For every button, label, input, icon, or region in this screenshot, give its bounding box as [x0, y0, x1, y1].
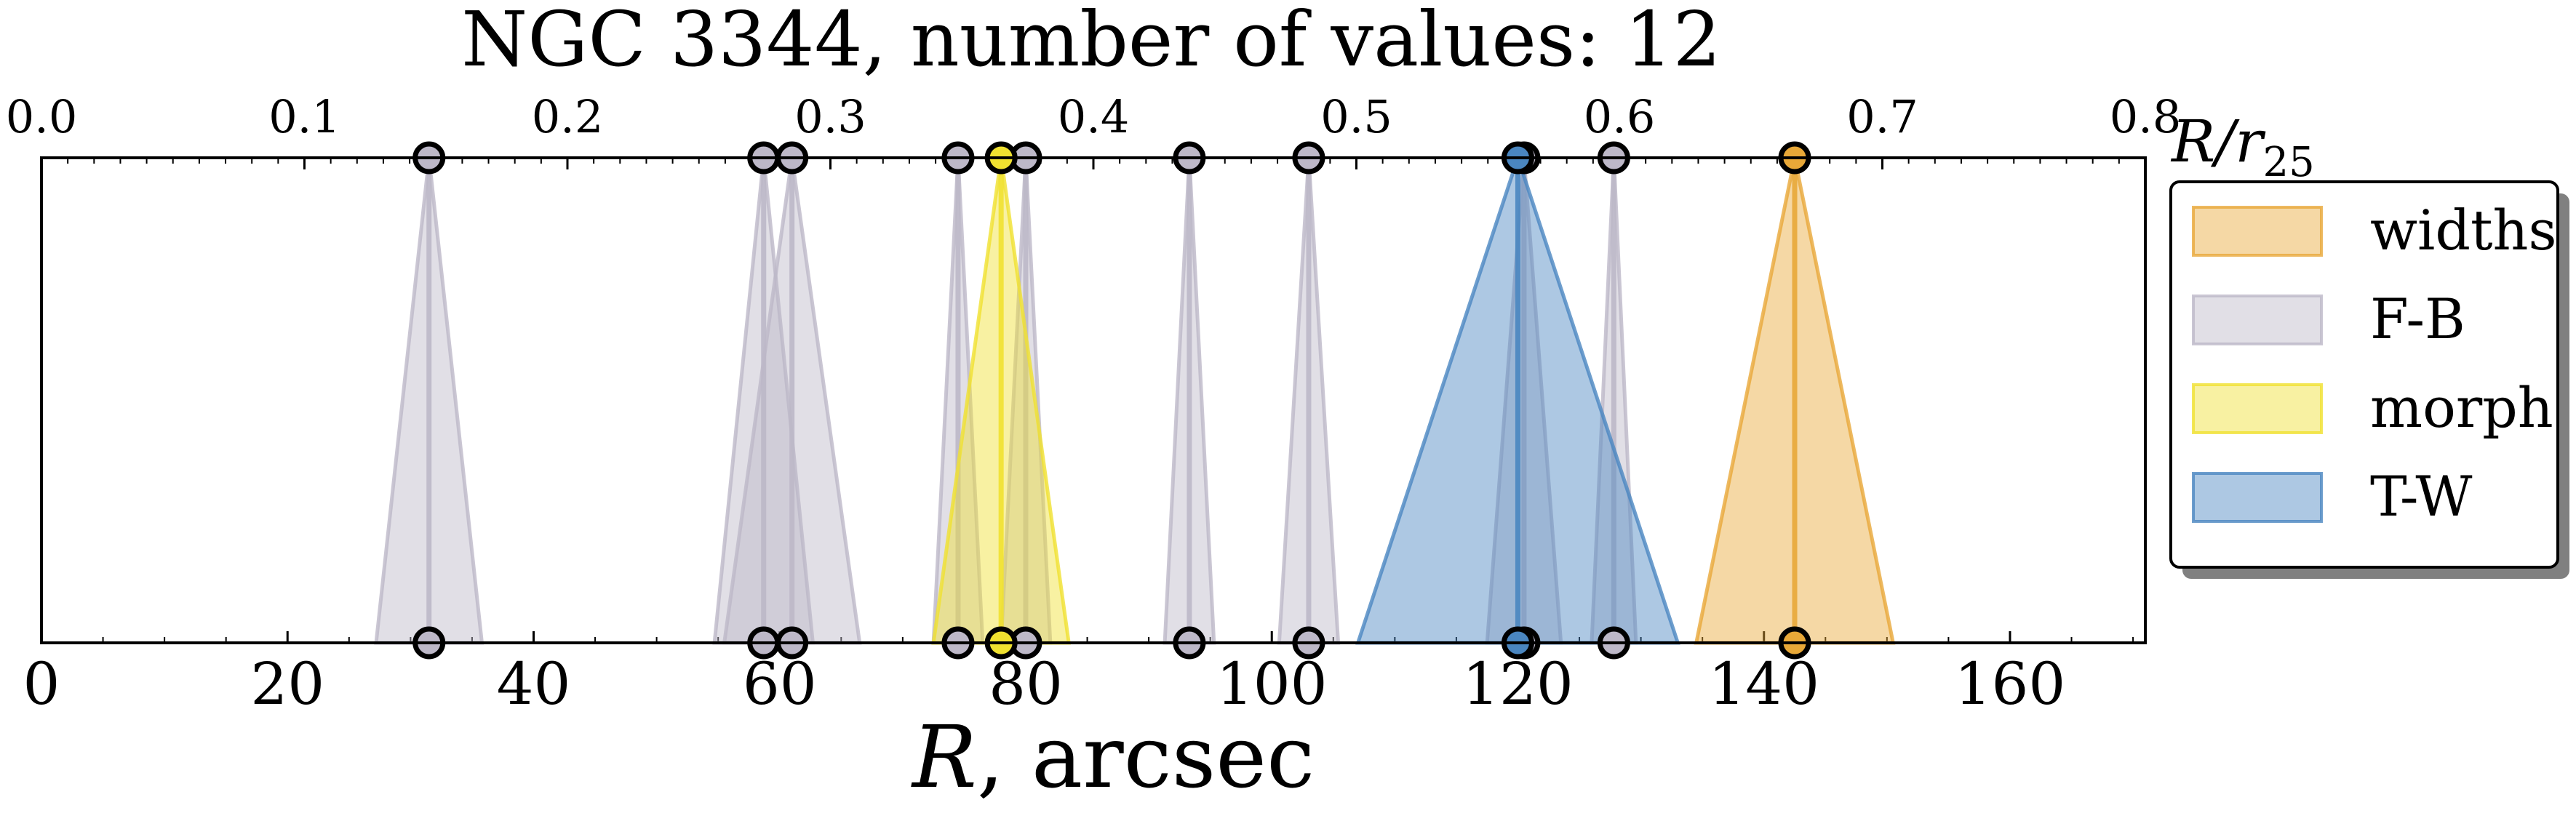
top-tick-label: 0.2 [532, 90, 604, 143]
x-tick-label: 140 [1708, 650, 1819, 718]
x-tick-label: 160 [1955, 650, 2066, 718]
legend-box [2169, 180, 2559, 569]
legend-label: T-W [2370, 464, 2473, 529]
x-tick-label: 60 [743, 650, 817, 718]
top-tick-label: 0.5 [1320, 90, 1392, 143]
x-tick-label: 120 [1462, 650, 1574, 718]
plot-frame [40, 156, 2147, 644]
top-axis-label: R/r25 [2170, 108, 2315, 186]
x-tick-label: 40 [497, 650, 571, 718]
x-tick-label: 20 [250, 650, 324, 718]
top-axis-label-text: R/r [2170, 108, 2266, 175]
top-tick-label: 0.6 [1584, 90, 1656, 143]
x-tick-label: 80 [989, 650, 1063, 718]
legend-swatch [2192, 206, 2323, 257]
legend-label: morph [2370, 375, 2553, 440]
data-marks [374, 141, 1896, 660]
top-axis-label-subscript: 25 [2262, 139, 2314, 186]
top-tick-label: 0.8 [2110, 90, 2182, 143]
x-tick-label: 0 [23, 650, 60, 718]
chart-title: NGC 3344, number of values: 12 [461, 0, 1721, 84]
top-tick-label: 0.7 [1846, 90, 1918, 143]
legend: widths F-B morph T-W [2169, 180, 2569, 579]
x-axis-label-variable: R [911, 707, 977, 807]
top-tick-label: 0.0 [6, 90, 78, 143]
legend-swatch [2192, 383, 2323, 434]
legend-label: widths [2370, 198, 2557, 263]
x-axis-label-unit: , arcsec [977, 707, 1315, 807]
legend-label: F-B [2370, 287, 2465, 351]
series-widths [1694, 157, 1896, 645]
top-tick-label: 0.1 [268, 90, 340, 143]
top-tick-label: 0.3 [794, 90, 866, 143]
x-axis-label: R, arcsec [911, 707, 1315, 807]
legend-swatch [2192, 472, 2323, 523]
legend-swatch [2192, 295, 2323, 345]
bottom-axis: 0 20 40 60 80 100 120 140 160 [23, 631, 2134, 718]
series-t-w [1355, 152, 1680, 645]
x-tick-label: 100 [1216, 650, 1328, 718]
top-axis: 0.0 0.1 0.2 0.3 0.4 0.5 0.6 0.7 0.8 [6, 90, 2182, 169]
legend-entries: widths F-B morph T-W [2192, 198, 2557, 529]
top-tick-label: 0.4 [1058, 90, 1130, 143]
